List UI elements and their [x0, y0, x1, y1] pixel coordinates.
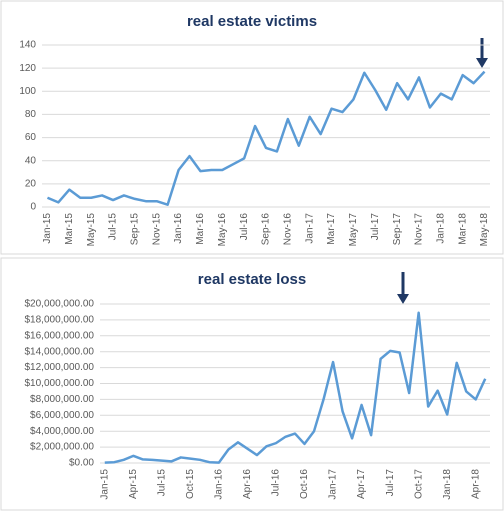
x-tick-label: Oct-16: [299, 469, 310, 499]
y-tick-label: $8,000,000.00: [30, 394, 94, 405]
x-tick-label: Jul-15: [108, 213, 119, 241]
x-tick-label: Mar-17: [326, 213, 337, 245]
x-tick-label: Jan-15: [99, 469, 110, 500]
x-tick-label: Jan-16: [173, 213, 184, 244]
y-tick-label: $2,000,000.00: [30, 442, 94, 453]
x-tick-label: May-17: [348, 213, 359, 247]
arrow: [397, 272, 409, 304]
x-tick-label: Sep-15: [130, 213, 141, 246]
line: [46, 70, 486, 206]
x-tick-label: Jul-16: [239, 213, 250, 241]
y-tick-label: 60: [25, 132, 37, 143]
x-tick-label: Nov-15: [151, 213, 162, 246]
y-tick-label: 120: [19, 63, 36, 74]
y-tick-label: 40: [25, 155, 37, 166]
y-tick-label: 80: [25, 109, 37, 120]
y-tick-label: 20: [25, 178, 37, 189]
chart-title: real estate loss: [198, 271, 306, 288]
x-tick-label: Jan-18: [435, 213, 446, 244]
x-tick-label: Jan-17: [304, 213, 315, 244]
arrow: [476, 38, 488, 68]
y-tick-label: 100: [19, 86, 36, 97]
x-tick-label: Jul-17: [385, 469, 396, 497]
y-tick-label: $14,000,000.00: [24, 346, 94, 357]
x-tick-label: Mar-15: [64, 213, 75, 245]
x-tick-label: May-15: [86, 213, 97, 247]
x-tick-label: Mar-16: [195, 213, 206, 245]
y-tick-label: $20,000,000.00: [24, 299, 94, 310]
y-tick-label: $6,000,000.00: [30, 410, 94, 421]
x-tick-label: Nov-17: [414, 213, 425, 246]
x-tick-label: Oct-17: [413, 469, 424, 499]
y-tick-label: $16,000,000.00: [24, 330, 94, 341]
x-tick-label: Apr-16: [242, 469, 253, 499]
chart-title: real estate victims: [187, 13, 317, 30]
x-tick-label: Oct-15: [185, 469, 196, 499]
x-tick-label: Jan-16: [214, 469, 225, 500]
x-tick-label: Sep-16: [261, 213, 272, 246]
y-tick-label: $10,000,000.00: [24, 378, 94, 389]
y-tick-label: $0.00: [69, 458, 94, 469]
x-tick-label: Jul-15: [156, 469, 167, 497]
y-tick-label: $12,000,000.00: [24, 362, 94, 373]
x-tick-label: Nov-16: [282, 213, 293, 246]
x-tick-label: Mar-18: [457, 213, 468, 245]
x-tick-label: Sep-17: [392, 213, 403, 246]
y-tick-label: 140: [19, 40, 36, 51]
x-tick-label: Jan-18: [442, 469, 453, 500]
x-tick-label: Jul-17: [370, 213, 381, 241]
x-tick-label: May-16: [217, 213, 228, 247]
y-tick-label: 0: [30, 202, 36, 213]
y-tick-label: $18,000,000.00: [24, 315, 94, 326]
x-tick-label: Jul-16: [271, 469, 282, 497]
x-tick-label: May-18: [479, 213, 490, 247]
x-tick-label: Jan-15: [42, 213, 53, 244]
x-tick-label: Apr-15: [128, 469, 139, 499]
panel: [0, 0, 504, 255]
x-tick-label: Apr-17: [356, 469, 367, 499]
x-tick-label: Apr-18: [470, 469, 481, 499]
x-tick-label: Jan-17: [328, 469, 339, 500]
line: [104, 311, 487, 464]
y-tick-label: $4,000,000.00: [30, 426, 94, 437]
